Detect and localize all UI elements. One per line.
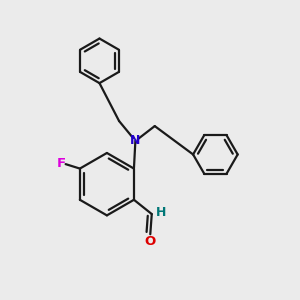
- Text: H: H: [155, 206, 166, 219]
- Text: N: N: [130, 134, 141, 147]
- Text: O: O: [145, 235, 156, 248]
- Text: F: F: [56, 157, 65, 170]
